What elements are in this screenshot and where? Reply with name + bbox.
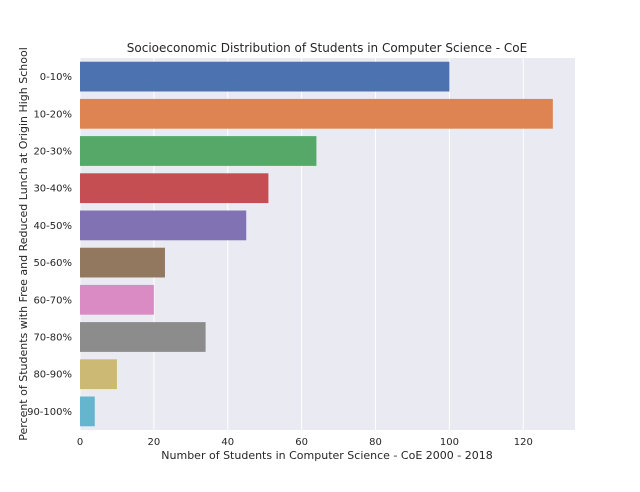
bar <box>80 359 117 390</box>
y-tick-label: 80-90% <box>33 370 72 381</box>
bar <box>80 247 165 278</box>
x-tick-label: 120 <box>514 437 533 448</box>
bar <box>80 210 247 241</box>
x-tick-label: 40 <box>221 437 234 448</box>
x-tick-label: 80 <box>369 437 382 448</box>
bar <box>80 284 154 315</box>
y-tick-label: 40-50% <box>33 221 72 232</box>
y-tick-label: 70-80% <box>33 333 72 344</box>
bar <box>80 396 95 427</box>
x-tick-label: 20 <box>148 437 161 448</box>
x-tick-label: 60 <box>295 437 308 448</box>
y-tick-label: 30-40% <box>33 184 72 195</box>
y-tick-label: 60-70% <box>33 295 72 306</box>
chart-title: Socioeconomic Distribution of Students i… <box>127 41 527 55</box>
y-tick-label: 0-10% <box>40 72 72 83</box>
y-tick-labels: 0-10% 10-20% 20-30% 30-40% 40-50% 50-60% 60-70… <box>27 72 72 418</box>
bar <box>80 322 206 352</box>
bar <box>80 136 317 166</box>
y-tick-label: 20-30% <box>33 147 72 158</box>
x-tick-labels: 0 20 40 60 80 100 120 <box>77 437 533 448</box>
y-tick-label: 50-60% <box>33 258 72 269</box>
y-tick-label: 90-100% <box>27 407 72 418</box>
bar <box>80 61 450 92</box>
x-axis-label: Number of Students in Computer Science -… <box>161 449 492 462</box>
bar <box>80 173 269 204</box>
bar <box>80 98 553 129</box>
x-tick-label: 0 <box>77 437 83 448</box>
y-tick-label: 10-20% <box>33 109 72 120</box>
x-tick-label: 100 <box>440 437 459 448</box>
bars <box>80 61 553 427</box>
y-axis-label: Percent of Students with Free and Reduce… <box>17 47 30 441</box>
